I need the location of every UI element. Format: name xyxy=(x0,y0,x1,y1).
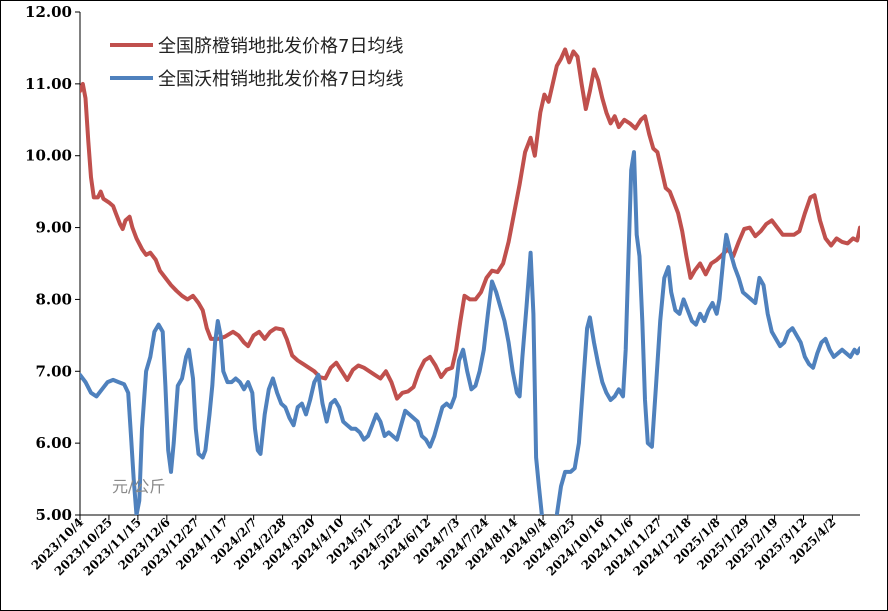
y-tick-label: 9.00 xyxy=(35,219,72,237)
y-tick-label: 10.00 xyxy=(25,147,72,165)
y-tick-label: 5.00 xyxy=(35,506,72,524)
y-tick-label: 12.00 xyxy=(25,3,72,21)
unit-label: 元/公斤 xyxy=(112,477,165,496)
y-tick-label: 11.00 xyxy=(25,75,72,93)
y-axis: 12.00 11.00 10.00 9.00 8.00 7.00 6.00 5.00 xyxy=(25,3,81,524)
x-axis: 2023/10/42023/10/252023/11/152023/12/620… xyxy=(29,514,860,579)
legend-label-2: 全国沃柑销地批发价格7日均线 xyxy=(158,69,403,90)
legend-label-1: 全国脐橙销地批发价格7日均线 xyxy=(158,36,403,57)
y-tick-label: 8.00 xyxy=(35,290,72,308)
series-line-1 xyxy=(80,47,860,401)
y-tick-label: 7.00 xyxy=(35,362,72,380)
plot-area xyxy=(80,47,860,515)
y-tick-label: 6.00 xyxy=(35,434,72,452)
series-line-2 xyxy=(80,150,860,515)
